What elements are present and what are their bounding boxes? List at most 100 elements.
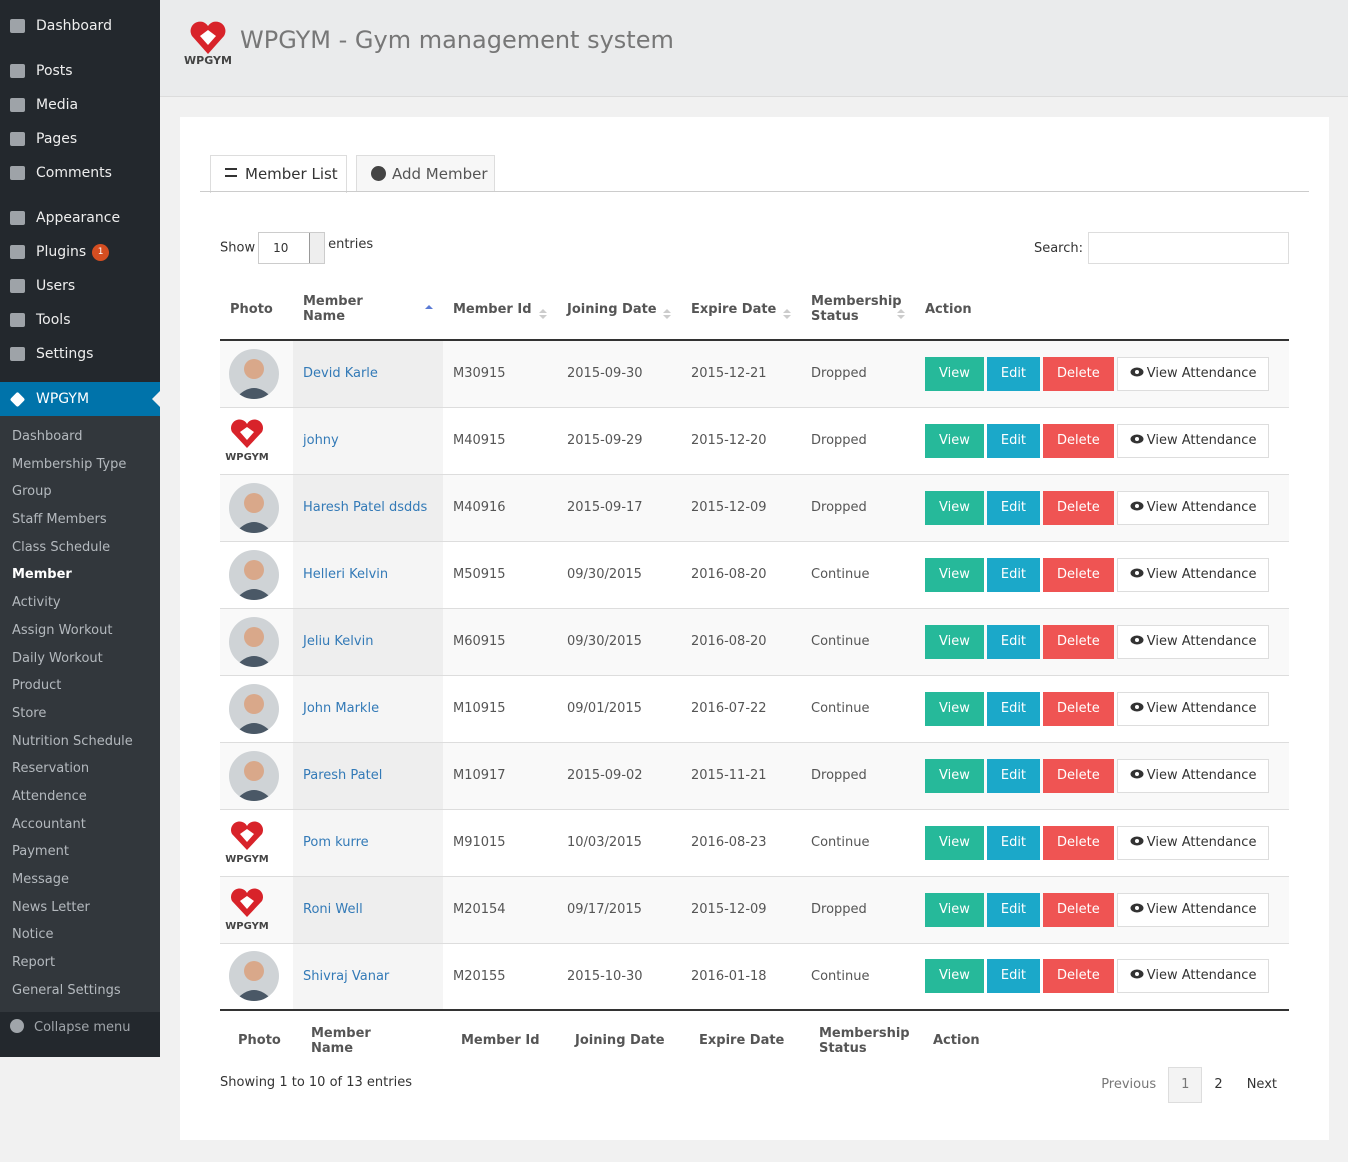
member-name[interactable]: Pom kurre <box>303 835 369 850</box>
page-button[interactable]: 2 <box>1214 1077 1223 1092</box>
submenu-item[interactable]: Assign Workout <box>12 622 113 638</box>
submenu-item[interactable]: Report <box>12 955 56 971</box>
action-button[interactable]: View Attendance <box>1116 423 1270 458</box>
action-button[interactable]: View Attendance <box>1116 959 1270 994</box>
action-button[interactable]: Edit <box>986 825 1041 860</box>
action-button[interactable]: Edit <box>986 356 1041 391</box>
action-button[interactable]: View <box>925 758 984 793</box>
submenu-item[interactable]: Reservation <box>12 761 90 777</box>
action-button[interactable]: Edit <box>986 892 1041 927</box>
member-name[interactable]: Roni Well <box>303 902 363 917</box>
action-button[interactable]: Delete <box>1043 624 1114 659</box>
menu-label: Tools <box>36 312 71 328</box>
menu-item[interactable]: WPGYM <box>0 382 160 416</box>
submenu-item[interactable]: Member <box>12 567 72 583</box>
action-button[interactable]: Edit <box>986 423 1041 458</box>
submenu-item[interactable]: Payment <box>12 844 69 860</box>
submenu-item[interactable]: Product <box>12 678 62 694</box>
action-button[interactable]: View <box>925 825 984 860</box>
action-button[interactable]: View <box>925 423 984 458</box>
menu-item[interactable]: Posts <box>0 54 160 88</box>
submenu-item[interactable]: Nutrition Schedule <box>12 733 133 749</box>
collapse-menu[interactable]: Collapse menu <box>10 1018 131 1038</box>
member-name[interactable]: Helleri Kelvin <box>303 567 389 582</box>
column-header[interactable]: Expire Date <box>681 279 801 341</box>
member-name[interactable]: Paresh Patel <box>303 768 383 783</box>
member-name[interactable]: johny <box>303 433 339 448</box>
action-button[interactable]: View <box>925 624 984 659</box>
submenu-item[interactable]: News Letter <box>12 899 90 915</box>
action-button[interactable]: View Attendance <box>1116 825 1270 860</box>
action-button[interactable]: Delete <box>1043 691 1114 726</box>
previous-button[interactable]: Previous <box>1101 1077 1157 1092</box>
expire-cell: 2016-07-22 <box>681 674 801 742</box>
action-label: View <box>939 700 970 716</box>
submenu-item[interactable]: Daily Workout <box>12 650 103 666</box>
action-button[interactable]: View Attendance <box>1116 892 1270 927</box>
menu-item[interactable]: Dashboard <box>0 9 160 43</box>
action-button[interactable]: Edit <box>986 490 1041 525</box>
action-button[interactable]: Delete <box>1043 423 1114 458</box>
tab-member-list[interactable]: Member List <box>210 155 347 193</box>
action-button[interactable]: Edit <box>986 557 1041 592</box>
column-header[interactable]: Member Id <box>443 279 557 341</box>
action-button[interactable]: Delete <box>1043 825 1114 860</box>
column-header[interactable]: Joining Date <box>557 279 681 341</box>
menu-item[interactable]: Appearance <box>0 201 160 235</box>
action-button[interactable]: View <box>925 691 984 726</box>
action-button[interactable]: Edit <box>986 959 1041 994</box>
action-button[interactable]: View <box>925 557 984 592</box>
submenu-item[interactable]: Class Schedule <box>12 539 111 555</box>
action-button[interactable]: View <box>925 892 984 927</box>
action-button[interactable]: View Attendance <box>1116 490 1270 525</box>
action-button[interactable]: Delete <box>1043 557 1114 592</box>
submenu-item[interactable]: Message <box>12 872 69 887</box>
page-button[interactable]: 1 <box>1168 1067 1203 1103</box>
action-button[interactable]: View Attendance <box>1116 557 1270 592</box>
action-button[interactable]: Delete <box>1043 758 1114 793</box>
action-button[interactable]: Delete <box>1043 959 1114 994</box>
action-button[interactable]: Delete <box>1043 356 1114 391</box>
action-button[interactable]: View Attendance <box>1116 624 1270 659</box>
action-button[interactable]: Delete <box>1043 892 1114 927</box>
action-button[interactable]: Edit <box>986 758 1041 793</box>
action-button[interactable]: View <box>925 959 984 994</box>
member-name[interactable]: Haresh Patel dsdds <box>303 500 428 515</box>
action-label: Delete <box>1057 432 1100 448</box>
submenu-item[interactable]: Notice <box>12 927 54 943</box>
column-header[interactable]: Membership Status <box>801 279 915 341</box>
member-name[interactable]: Devid Karle <box>303 366 378 382</box>
menu-item[interactable]: Comments <box>0 156 160 190</box>
menu-item[interactable]: Media <box>0 88 160 122</box>
next-button[interactable]: Next <box>1246 1077 1277 1092</box>
submenu-item[interactable]: Group <box>12 484 52 500</box>
action-button[interactable]: View Attendance <box>1116 691 1270 726</box>
column-header[interactable]: Member Name <box>293 279 443 341</box>
action-button[interactable]: View <box>925 490 984 525</box>
submenu-item[interactable]: Accountant <box>12 816 86 832</box>
menu-item[interactable]: Tools <box>0 303 160 337</box>
tab-add-member[interactable]: Add Member <box>356 155 495 192</box>
submenu-item[interactable]: Attendence <box>12 788 87 804</box>
member-name[interactable]: Shivraj Vanar <box>303 968 390 984</box>
member-name[interactable]: Jeliu Kelvin <box>303 634 374 649</box>
search-input[interactable] <box>1088 232 1289 264</box>
menu-item[interactable]: Plugins 1 <box>0 235 160 269</box>
action-button[interactable]: Delete <box>1043 490 1114 525</box>
submenu-item[interactable]: Dashboard <box>12 429 83 444</box>
action-button[interactable]: Edit <box>986 624 1041 659</box>
menu-item[interactable]: Pages <box>0 122 160 156</box>
action-button[interactable]: View <box>925 356 984 391</box>
submenu-item[interactable]: Activity <box>12 595 61 611</box>
menu-item[interactable]: Users <box>0 269 160 303</box>
action-button[interactable]: View Attendance <box>1116 758 1270 793</box>
action-button[interactable]: Edit <box>986 691 1041 726</box>
member-name[interactable]: John Markle <box>303 701 380 716</box>
menu-item[interactable]: Settings <box>0 337 160 371</box>
action-button[interactable]: View Attendance <box>1116 356 1270 391</box>
submenu-item[interactable]: Membership Type <box>12 456 127 472</box>
submenu-item[interactable]: Store <box>12 705 47 721</box>
submenu-item[interactable]: Staff Members <box>12 512 107 528</box>
submenu-item[interactable]: General Settings <box>12 982 121 998</box>
entries-select[interactable]: 10 <box>258 232 326 264</box>
